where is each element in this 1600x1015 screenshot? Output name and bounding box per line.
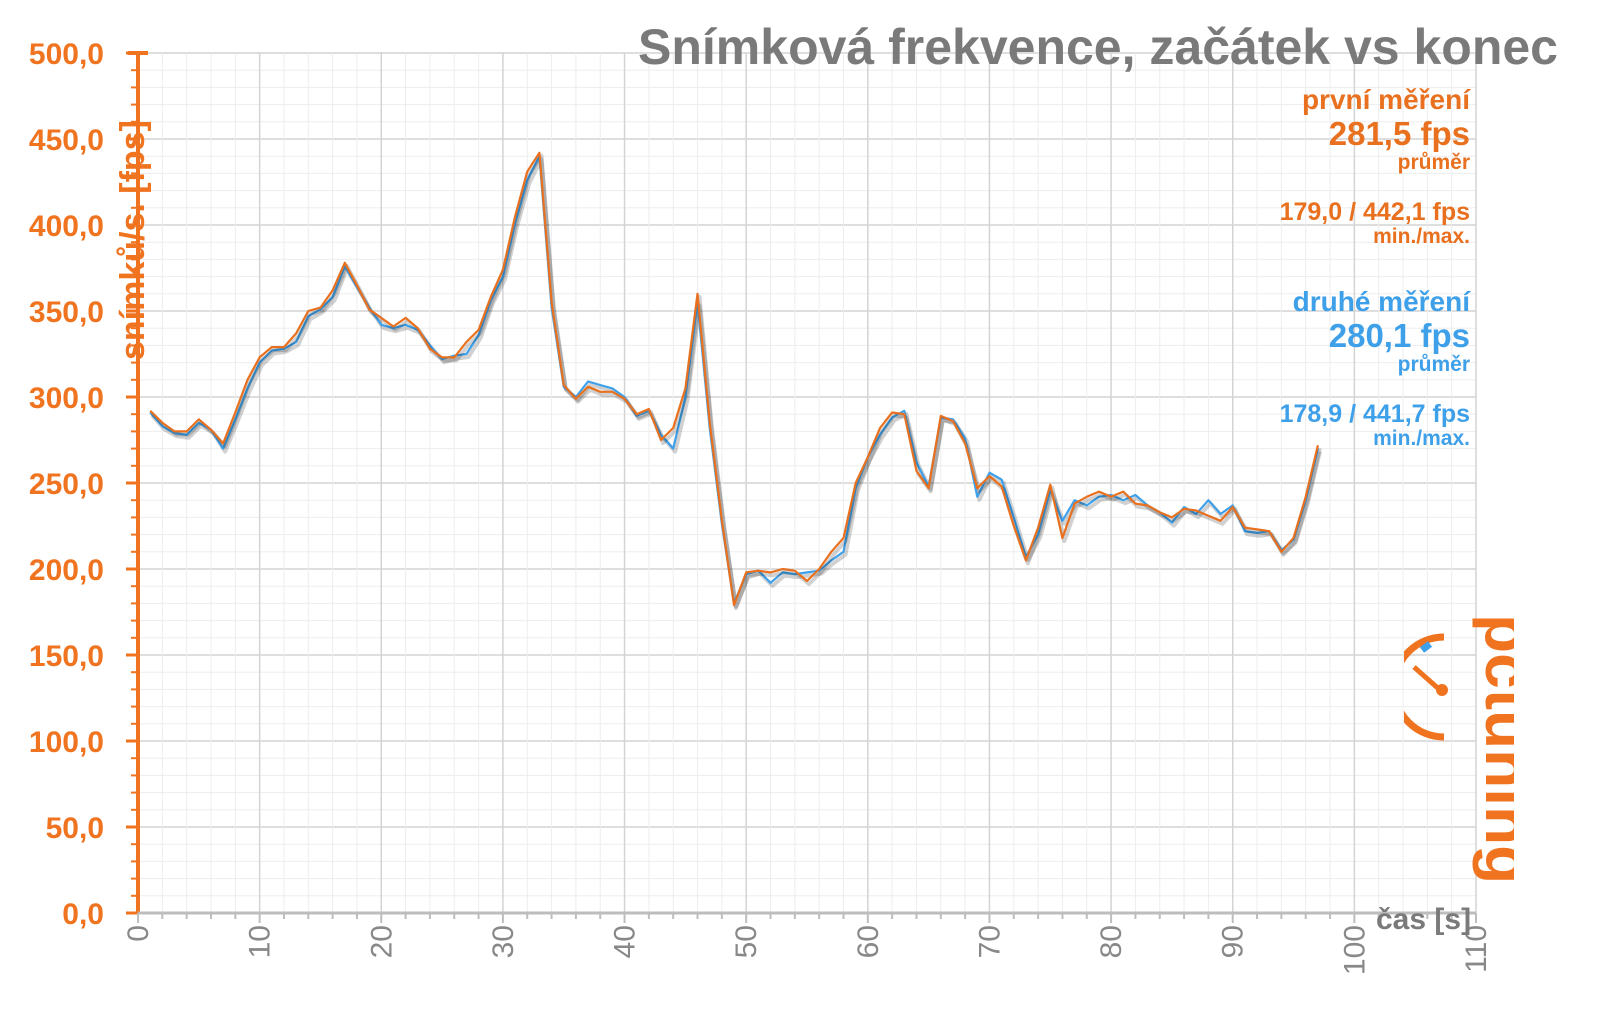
series-line-first [149,151,1319,607]
y-tick-label: 200,0 [29,554,104,587]
logo-text: pctuning [1472,614,1514,884]
x-tick-label: 80 [1095,925,1128,958]
first-minmax: 179,0 / 442,1 fps [1279,198,1470,226]
y-tick-label: 100,0 [29,726,104,759]
x-tick-label: 70 [973,925,1006,958]
grid [137,52,1477,914]
second-name: druhé měření [1292,286,1470,317]
first-name: první měření [1301,84,1470,115]
chart-title: Snímková frekvence, začátek vs konec [638,19,1558,75]
y-axis: 0,0 50,0 100,0 150,0 200,0 250,0 300,0 350,0 400… [29,38,148,931]
y-tick-label: 500,0 [29,38,104,71]
series-shadow [150,153,1322,611]
x-tick-label: 30 [487,925,520,958]
first-average-label: průměr [1397,151,1470,174]
x-tick-label: 0 [122,925,155,942]
y-tick-label: 250,0 [29,468,104,501]
x-tick-label: 60 [852,925,885,958]
x-axis: 0 10 20 30 40 50 60 70 80 90 100 110 [122,911,1493,975]
x-axis-label: čas [s] [1376,903,1472,936]
second-average-label: průměr [1397,353,1470,376]
x-tick-label: 50 [730,925,763,958]
y-tick-label: 400,0 [29,210,104,243]
second-minmax-label: min./max. [1373,427,1470,450]
y-tick-label: 50,0 [46,812,104,845]
first-minmax-label: min./max. [1373,225,1470,248]
x-tick-label: 40 [609,925,642,958]
y-tick-label: 150,0 [29,640,104,673]
y-tick-label: 450,0 [29,124,104,157]
x-tick-label: 100 [1338,925,1371,975]
x-tick-label: 110 [1460,925,1493,973]
y-axis-label: snímků/s. [fps] [114,120,152,360]
y-tick-label: 0,0 [62,898,104,931]
series-lines [149,151,1322,611]
first-average: 281,5 fps [1328,115,1470,152]
y-tick-label: 350,0 [29,296,104,329]
pctuning-logo: pctuning [1404,614,1514,884]
second-measurement-stats: druhé měření 280,1 fps průměr 178,9 / 44… [1280,286,1470,450]
x-tick-label: 10 [244,925,277,958]
x-tick-label: 90 [1217,925,1250,958]
second-average: 280,1 fps [1328,317,1470,354]
y-tick-label: 300,0 [29,382,104,415]
first-measurement-stats: první měření 281,5 fps průměr 179,0 / 44… [1280,84,1470,248]
series-shadow [150,157,1322,609]
second-minmax: 178,9 / 441,7 fps [1279,400,1470,428]
x-tick-label: 20 [365,925,398,958]
